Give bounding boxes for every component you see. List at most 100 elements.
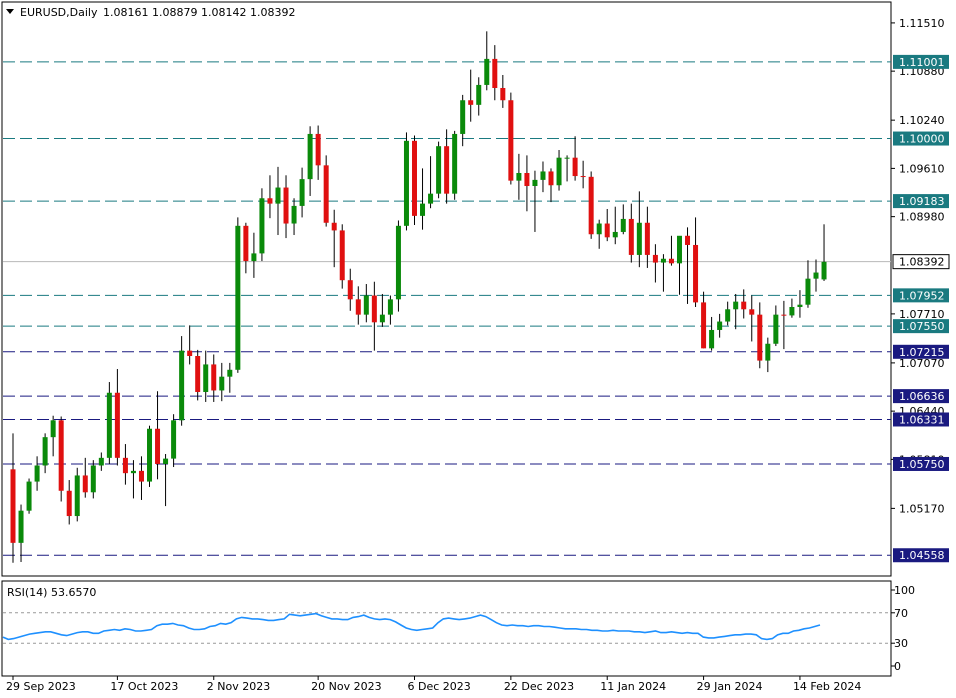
- bear-candle: [10, 469, 16, 543]
- bull-candle: [620, 218, 626, 232]
- bull-candle: [516, 172, 522, 181]
- bear-candle: [187, 350, 193, 357]
- bull-candle: [813, 272, 819, 279]
- bull-candle: [74, 475, 80, 517]
- bull-candle: [596, 223, 602, 235]
- level-price-label: 1.04558: [899, 549, 945, 562]
- bear-candle: [548, 171, 554, 186]
- bull-candle: [612, 231, 618, 238]
- bull-candle: [130, 470, 136, 474]
- bull-candle: [805, 278, 811, 305]
- bull-candle: [709, 329, 715, 349]
- bull-candle: [90, 465, 96, 493]
- bear-candle: [211, 364, 217, 391]
- price-panel: [1, 1, 892, 577]
- bull-candle: [476, 84, 482, 105]
- bear-candle: [138, 470, 144, 482]
- level-price-label: 1.07550: [899, 320, 945, 333]
- level-price-badge: [893, 456, 949, 471]
- bull-candle: [34, 465, 40, 482]
- y-tick-label: 1.07070: [899, 357, 945, 370]
- rsi-y-tick-label: 100: [894, 584, 915, 597]
- level-price-label: 1.09183: [899, 195, 945, 208]
- bull-candle: [227, 369, 233, 377]
- bear-candle: [444, 146, 450, 194]
- bear-candle: [652, 254, 658, 263]
- bull-candle: [379, 314, 385, 323]
- bull-candle: [363, 295, 369, 315]
- bull-candle: [717, 321, 723, 330]
- bull-candle: [564, 157, 570, 159]
- bear-candle: [508, 100, 514, 181]
- y-tick-label: 1.10240: [899, 114, 945, 127]
- level-price-label: 1.10000: [899, 133, 945, 146]
- bull-candle: [387, 299, 393, 315]
- y-tick-label: 1.08980: [899, 211, 945, 224]
- bull-candle: [765, 343, 771, 361]
- bear-candle: [492, 58, 498, 88]
- x-tick-label: 29 Sep 2023: [6, 680, 76, 693]
- bear-candle: [572, 157, 578, 177]
- bear-candle: [580, 176, 586, 178]
- rsi-y-tick-label: 70: [894, 607, 908, 620]
- level-price-label: 1.05750: [899, 458, 945, 471]
- bull-candle: [395, 225, 401, 300]
- x-tick-label: 22 Dec 2023: [504, 680, 574, 693]
- bull-candle: [460, 100, 466, 134]
- bull-candle: [98, 457, 104, 466]
- bear-candle: [644, 222, 650, 255]
- bull-candle: [179, 350, 185, 421]
- bear-candle: [243, 225, 249, 262]
- bear-candle: [741, 301, 747, 310]
- bull-candle: [556, 157, 562, 186]
- bull-candle: [532, 179, 538, 187]
- level-price-badge: [893, 288, 949, 303]
- bull-candle: [147, 428, 153, 482]
- symbol-label: EURUSD,Daily: [20, 6, 98, 19]
- rsi-y-tick-label: 30: [894, 637, 908, 650]
- bull-candle: [797, 304, 803, 307]
- y-tick-label: 1.11510: [899, 17, 945, 30]
- level-price-badge: [893, 548, 949, 563]
- bear-candle: [693, 244, 699, 303]
- triangle-down-icon[interactable]: [6, 9, 14, 14]
- rsi-panel: [1, 580, 892, 677]
- rsi-group: 100 70 30 0: [2, 584, 915, 673]
- bear-candle: [66, 490, 72, 517]
- bull-candle: [773, 314, 779, 344]
- level-price-label: 1.07215: [899, 346, 945, 359]
- x-tick-label: 20 Nov 2023: [311, 680, 381, 693]
- bull-candle: [789, 306, 795, 316]
- level-price-badge: [893, 319, 949, 334]
- x-tick-label: 14 Feb 2024: [793, 680, 861, 693]
- bull-candle: [307, 133, 313, 180]
- bull-candle: [26, 481, 32, 511]
- x-tick-label: 2 Nov 2023: [207, 680, 270, 693]
- x-tick-label: 29 Jan 2024: [697, 680, 763, 693]
- bear-candle: [58, 420, 64, 491]
- bull-candle: [171, 420, 177, 459]
- bear-candle: [604, 223, 610, 238]
- bear-candle: [685, 235, 691, 245]
- bear-candle: [195, 356, 201, 392]
- y-tick-label: 1.05170: [899, 502, 945, 515]
- bull-candle: [42, 437, 48, 466]
- bull-candle: [540, 171, 546, 180]
- bull-candle: [291, 205, 297, 224]
- bear-candle: [347, 280, 353, 300]
- bear-candle: [668, 258, 674, 264]
- level-price-badge: [893, 344, 949, 359]
- bear-candle: [283, 187, 289, 224]
- time-axis: 29 Sep 2023 17 Oct 2023 2 Nov 2023 20 Nov 2…: [6, 676, 861, 693]
- ohlc-values: 1.08161 1.08879 1.08142 1.08392: [103, 6, 295, 19]
- bull-candle: [821, 261, 827, 280]
- candles-group: [10, 31, 827, 563]
- rsi-label: RSI(14) 53.6570: [7, 586, 96, 599]
- bear-candle: [267, 198, 273, 204]
- bull-candle: [420, 203, 426, 216]
- y-tick-label: 1.07710: [899, 308, 945, 321]
- rsi-line: [2, 612, 821, 641]
- x-tick-label: 11 Jan 2024: [600, 680, 666, 693]
- bear-candle: [524, 172, 530, 187]
- level-price-label: 1.07952: [899, 289, 945, 302]
